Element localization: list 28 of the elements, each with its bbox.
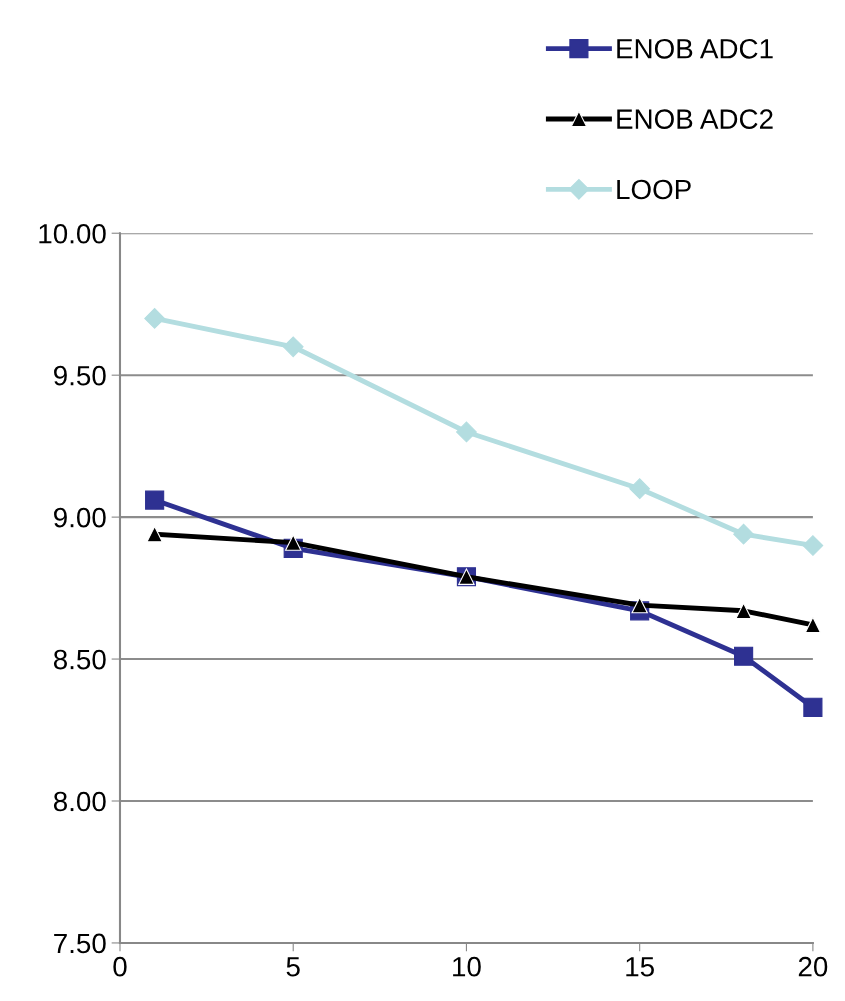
y-tick-label: 8.00 [53, 791, 106, 812]
point [735, 602, 752, 619]
x-tick-label: 10 [453, 956, 481, 977]
legend-label: LOOP [617, 179, 691, 200]
point [285, 534, 302, 551]
legend-label: ENOB ADC1 [617, 38, 773, 59]
x-tick-label: 0 [113, 956, 127, 977]
point [804, 616, 822, 634]
y-tick-label: 10.00 [39, 223, 106, 244]
x-tick-label: 5 [286, 957, 300, 977]
point [803, 697, 823, 717]
y-tick-label: 9.50 [54, 365, 106, 386]
point [802, 535, 824, 556]
y-tick-label: 7.50 [54, 933, 106, 954]
point [146, 525, 163, 543]
point [733, 523, 754, 545]
point [282, 336, 304, 358]
point [145, 490, 165, 510]
y-tick-label: 9.00 [54, 507, 106, 528]
legend-label: ENOB ADC2 [617, 109, 773, 129]
y-tick-label: 8.50 [53, 649, 106, 670]
point [144, 308, 166, 329]
point [629, 478, 651, 500]
x-tick-label: 15 [626, 957, 654, 977]
point [456, 421, 477, 443]
point [631, 596, 648, 614]
x-tick-label: 20 [798, 956, 828, 977]
point [734, 646, 754, 666]
